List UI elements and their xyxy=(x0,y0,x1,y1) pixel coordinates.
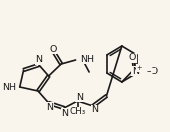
Text: CH₃: CH₃ xyxy=(69,107,86,117)
Text: +: + xyxy=(137,65,142,71)
Text: N: N xyxy=(46,103,53,112)
Text: N: N xyxy=(62,109,69,117)
Text: N: N xyxy=(76,93,83,102)
Text: O: O xyxy=(50,44,57,53)
Text: N: N xyxy=(36,55,42,65)
Text: –: – xyxy=(152,63,156,72)
Text: O: O xyxy=(129,53,136,62)
Text: –O: –O xyxy=(147,67,159,76)
Text: N: N xyxy=(91,105,98,114)
Text: NH: NH xyxy=(80,55,94,63)
Text: NH: NH xyxy=(2,82,16,91)
Text: N: N xyxy=(132,67,139,76)
